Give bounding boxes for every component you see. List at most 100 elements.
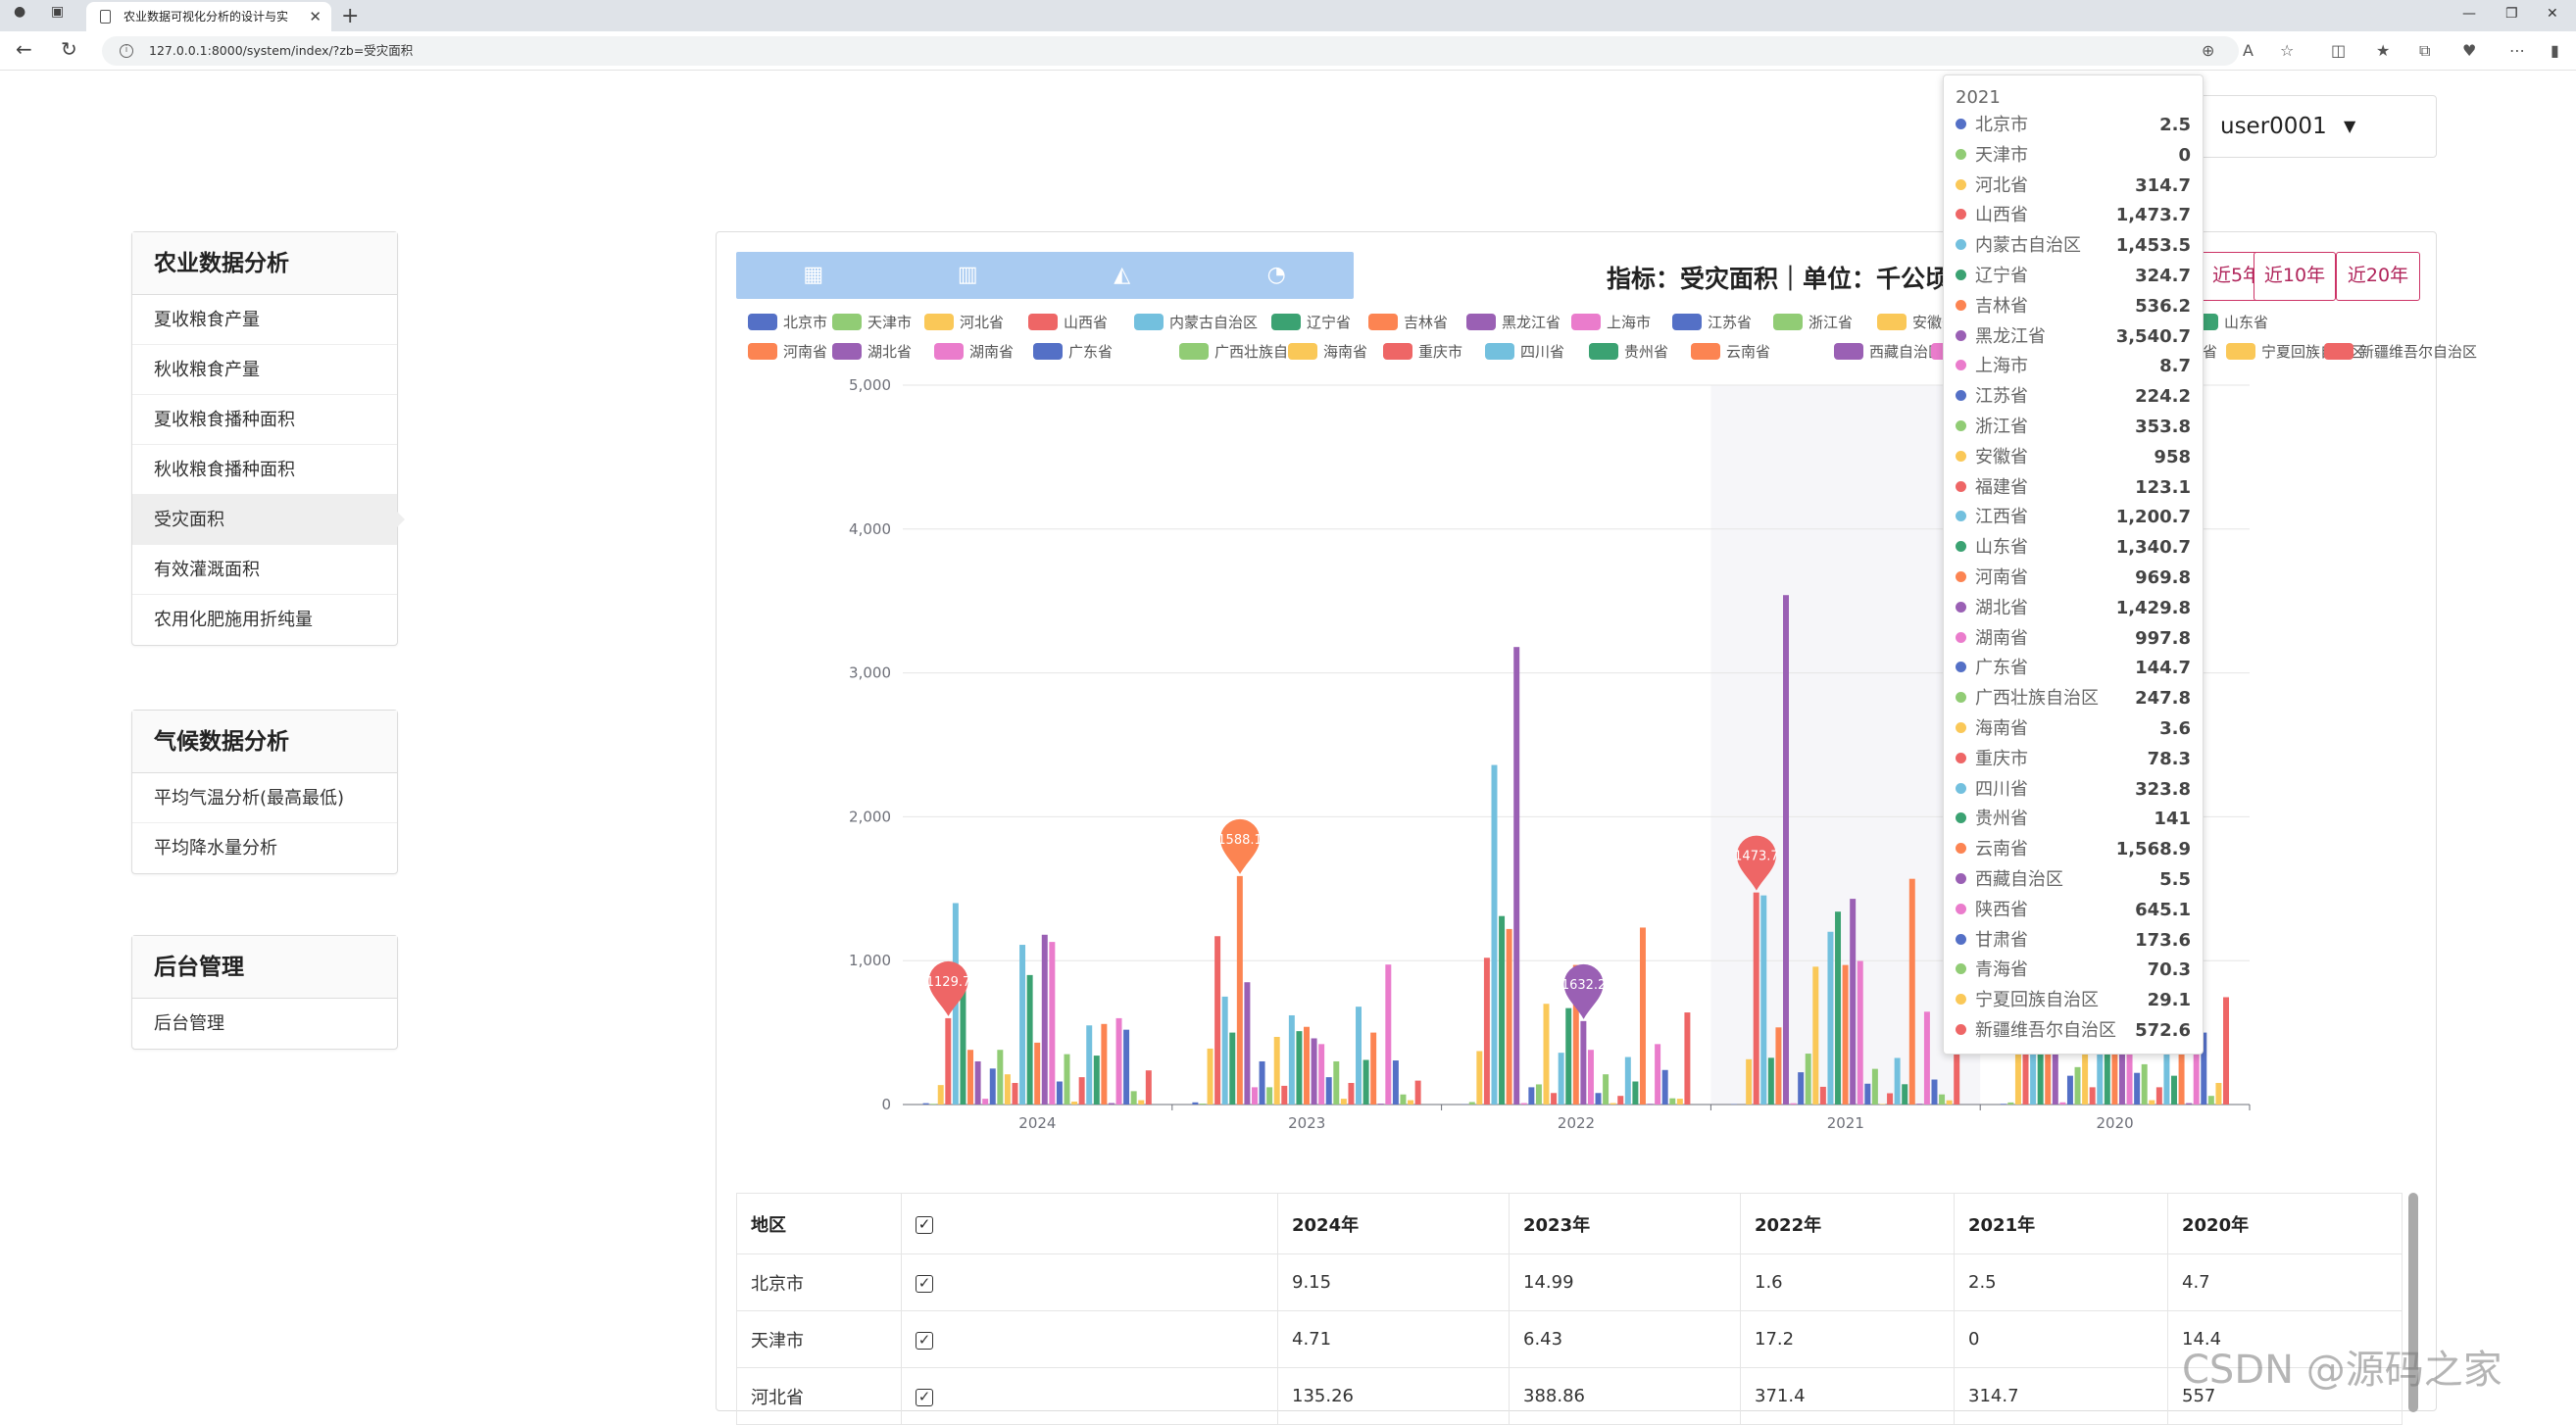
close-window-icon[interactable]: ✕ bbox=[2547, 6, 2558, 22]
nav-autumn-sown-area[interactable]: 秋收粮食播种面积 bbox=[132, 445, 397, 495]
chart-bar bbox=[2007, 1103, 2013, 1105]
tooltip-region: 黑龙江省 bbox=[1975, 326, 2046, 347]
sidebar-icon[interactable]: ▮ bbox=[2551, 41, 2559, 60]
extensions-icon[interactable]: ♥ bbox=[2462, 41, 2476, 60]
chart-bar bbox=[1378, 1104, 1384, 1105]
nav-temperature[interactable]: 平均气温分析(最高最低) bbox=[132, 773, 397, 823]
region-cell: 天津市 bbox=[737, 1311, 902, 1368]
chart-bar bbox=[1580, 1021, 1586, 1105]
nav-irrigated-area[interactable]: 有效灌溉面积 bbox=[132, 545, 397, 595]
tooltip-value: 144.7 bbox=[2135, 654, 2191, 684]
back-icon[interactable]: ← bbox=[16, 37, 32, 61]
chart-bar bbox=[1775, 1027, 1781, 1105]
tooltip-value: 314.7 bbox=[2135, 172, 2191, 202]
chart-bar bbox=[1812, 966, 1818, 1105]
col-2022: 2022年 bbox=[1741, 1194, 1955, 1254]
nav-disaster-area[interactable]: 受灾面积 bbox=[132, 495, 397, 545]
favorites-icon[interactable]: ★ bbox=[2376, 41, 2390, 60]
series-color-dot bbox=[1956, 511, 1966, 521]
chart-bar bbox=[1746, 1059, 1752, 1105]
profile-icon[interactable]: ● bbox=[14, 4, 25, 20]
tooltip-value: 224.2 bbox=[2135, 382, 2191, 413]
tooltip-region: 福建省 bbox=[1975, 477, 2028, 498]
region-cell: 北京市 bbox=[737, 1254, 902, 1311]
chart-bar bbox=[1079, 1077, 1085, 1105]
restore-icon[interactable]: ❐ bbox=[2505, 6, 2518, 22]
browser-tab[interactable]: 农业数据可视化分析的设计与实 ✕ bbox=[86, 2, 331, 31]
tooltip-region: 广西壮族自治区 bbox=[1975, 688, 2099, 709]
chart-bar bbox=[1333, 1061, 1339, 1105]
chart-bar bbox=[1610, 1104, 1616, 1105]
row-checkbox[interactable]: ✓ bbox=[916, 1389, 933, 1406]
new-tab-icon[interactable]: + bbox=[341, 2, 359, 31]
series-color-dot bbox=[1956, 360, 1966, 370]
tooltip-region: 上海市 bbox=[1975, 356, 2028, 376]
reload-icon[interactable]: ↻ bbox=[61, 37, 77, 61]
select-all-checkbox[interactable]: ✓ bbox=[916, 1216, 933, 1234]
url-text: 127.0.0.1:8000/system/index/?zb=受灾面积 bbox=[149, 43, 413, 58]
nav-autumn-grain-output[interactable]: 秋收粮食产量 bbox=[132, 345, 397, 395]
chart-bar bbox=[1200, 1104, 1206, 1105]
collections-icon[interactable]: ⧉ bbox=[2419, 41, 2430, 61]
tooltip-region: 宁夏回族自治区 bbox=[1975, 990, 2099, 1010]
tooltip-value: 969.8 bbox=[2135, 564, 2191, 594]
x-tick-label: 2024 bbox=[1018, 1114, 1056, 1132]
chart-bar bbox=[2186, 1104, 2192, 1105]
favorite-star-icon[interactable]: ☆ bbox=[2280, 41, 2294, 60]
minimize-icon[interactable]: — bbox=[2462, 6, 2476, 22]
series-color-dot bbox=[1956, 179, 1966, 190]
panel-climate: 气候数据分析 平均气温分析(最高最低) 平均降水量分析 bbox=[131, 710, 398, 874]
chart-bar bbox=[1806, 1054, 1811, 1105]
nav-admin[interactable]: 后台管理 bbox=[132, 999, 397, 1049]
tooltip-region: 重庆市 bbox=[1975, 749, 2028, 769]
chart-bar bbox=[1341, 1099, 1347, 1105]
nav-summer-grain-output[interactable]: 夏收粮食产量 bbox=[132, 295, 397, 345]
chart-bar bbox=[1019, 945, 1025, 1105]
row-checkbox[interactable]: ✓ bbox=[916, 1332, 933, 1350]
chart-bar bbox=[1909, 879, 1915, 1105]
nav-precipitation[interactable]: 平均降水量分析 bbox=[132, 823, 397, 873]
chart-bar bbox=[2059, 1103, 2065, 1105]
site-info-icon[interactable]: i bbox=[120, 44, 133, 58]
user-dropdown[interactable]: user0001 ▼ bbox=[2186, 95, 2437, 158]
chart-bar bbox=[1536, 1084, 1542, 1105]
row-checkbox[interactable]: ✓ bbox=[916, 1275, 933, 1293]
chart-bar bbox=[1864, 1084, 1870, 1105]
nav-summer-sown-area[interactable]: 夏收粮食播种面积 bbox=[132, 395, 397, 445]
read-aloud-icon[interactable]: A bbox=[2243, 41, 2254, 60]
more-icon[interactable]: ⋯ bbox=[2509, 41, 2525, 60]
tab-actions-icon[interactable]: ▣ bbox=[51, 4, 64, 20]
chart-bar bbox=[1057, 1082, 1063, 1105]
tooltip-value: 572.6 bbox=[2135, 1016, 2191, 1047]
tooltip-region: 湖北省 bbox=[1975, 598, 2028, 618]
chart-bar bbox=[1326, 1077, 1332, 1105]
max-pin-label: 1588.1 bbox=[1217, 833, 1263, 848]
value-cell: 14.99 bbox=[1510, 1254, 1741, 1311]
close-tab-icon[interactable]: ✕ bbox=[309, 2, 322, 31]
chart-bar bbox=[1034, 1043, 1040, 1105]
tooltip-value: 353.8 bbox=[2135, 413, 2191, 443]
series-color-dot bbox=[1956, 904, 1966, 914]
chart-bar bbox=[2142, 1064, 2148, 1105]
tooltip-region: 湖南省 bbox=[1975, 628, 2028, 649]
col-2020: 2020年 bbox=[2168, 1194, 2403, 1254]
url-field[interactable]: i 127.0.0.1:8000/system/index/?zb=受灾面积 bbox=[102, 36, 2239, 66]
chart-bar bbox=[2156, 1087, 2162, 1105]
tooltip-value: 0 bbox=[2178, 141, 2191, 172]
chart-bar bbox=[1677, 1099, 1683, 1105]
split-screen-icon[interactable]: ◫ bbox=[2331, 41, 2346, 60]
tab-title: 农业数据可视化分析的设计与实 bbox=[124, 10, 288, 24]
chart-bar bbox=[1101, 1024, 1107, 1105]
zoom-icon[interactable]: ⊕ bbox=[2202, 41, 2214, 60]
chart-bar bbox=[1640, 927, 1646, 1105]
nav-fertilizer[interactable]: 农用化肥施用折纯量 bbox=[132, 595, 397, 645]
